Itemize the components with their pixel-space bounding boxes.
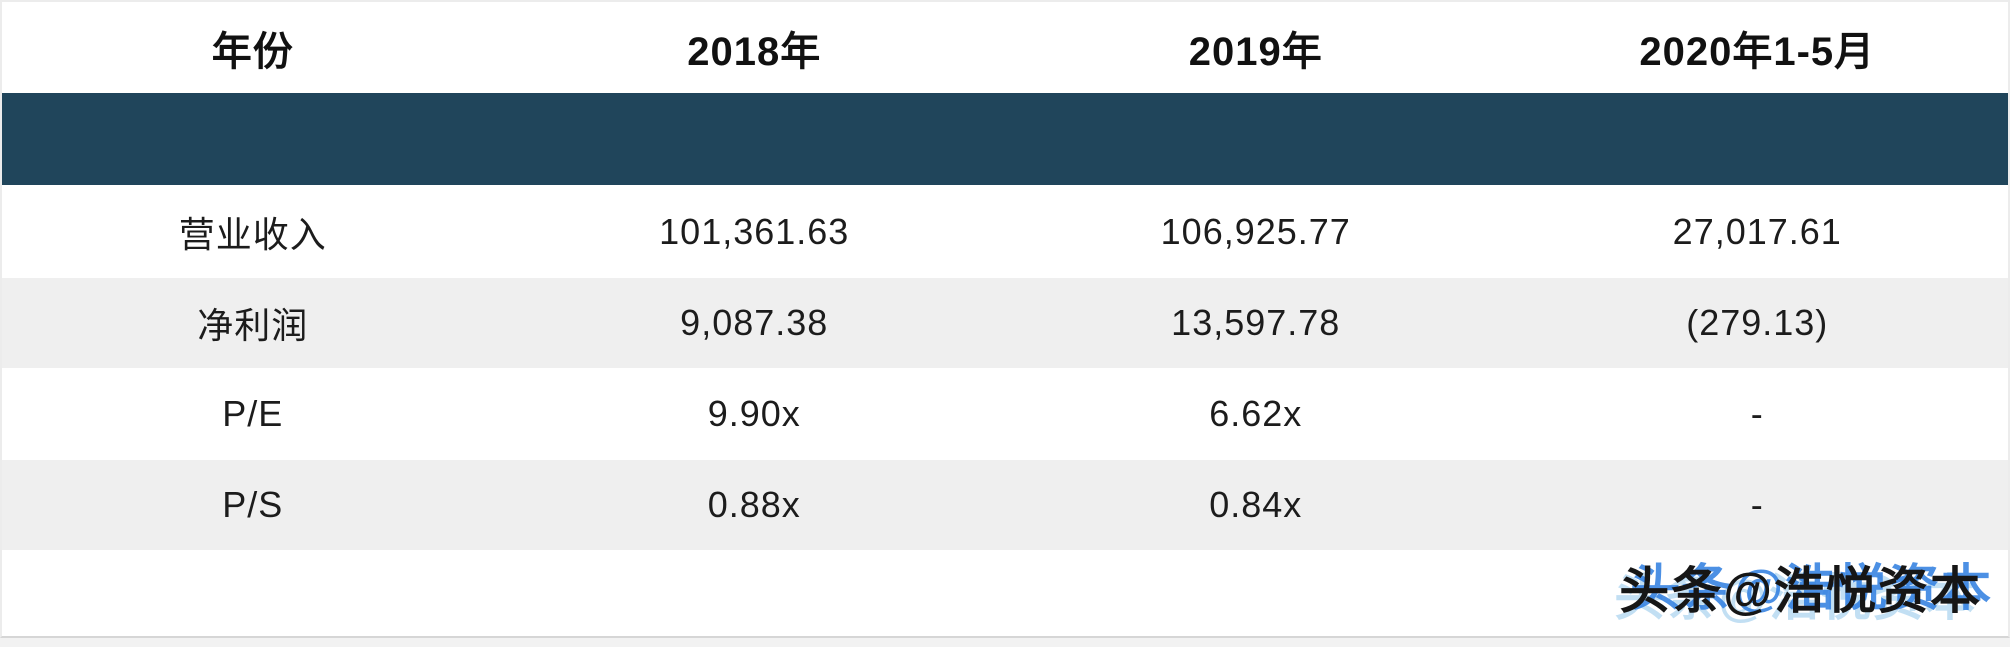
cell-value: 13,597.78: [1171, 302, 1341, 343]
table-row-net-profit: 净利润 9,087.38 13,597.78 (279.13): [2, 278, 2008, 368]
redacted-company-band: [2, 93, 2008, 185]
column-header-2018: 2018年: [687, 29, 822, 74]
cell-value: 0.84x: [1209, 484, 1303, 525]
table-header-row: 年份 2018年 2019年 2020年1-5月: [2, 2, 2008, 93]
row-label: 净利润: [197, 305, 309, 346]
footer-area: 头条@浩悦资本: [2, 550, 2008, 635]
cell-value: (279.13): [1686, 302, 1829, 343]
row-label: P/E: [222, 393, 284, 434]
cell-value: -: [1750, 393, 1764, 434]
cell-value: 27,017.61: [1672, 210, 1842, 252]
table-row-revenue: 营业收入 101,361.63 106,925.77 27,017.61: [2, 185, 2008, 278]
cell-value: 9.90x: [707, 393, 801, 434]
column-header-2019: 2019年: [1188, 29, 1323, 74]
cell-value: 9,087.38: [680, 302, 829, 343]
cell-value: 106,925.77: [1160, 210, 1351, 252]
cell-value: 6.62x: [1209, 393, 1303, 434]
cell-value: -: [1750, 484, 1764, 525]
table-row-pe: P/E 9.90x 6.62x -: [2, 368, 2008, 460]
cell-value: 101,361.63: [659, 210, 850, 252]
bottom-edge-strip: [0, 638, 2010, 647]
row-label: P/S: [222, 484, 284, 525]
toutiao-watermark: 头条@浩悦资本: [1619, 563, 1982, 619]
row-label: 营业收入: [178, 213, 327, 255]
cell-value: 0.88x: [707, 484, 801, 525]
table-row-ps: P/S 0.88x 0.84x -: [2, 460, 2008, 550]
column-header-year: 年份: [211, 29, 294, 74]
column-header-2020-jan-may: 2020年1-5月: [1639, 29, 1876, 74]
